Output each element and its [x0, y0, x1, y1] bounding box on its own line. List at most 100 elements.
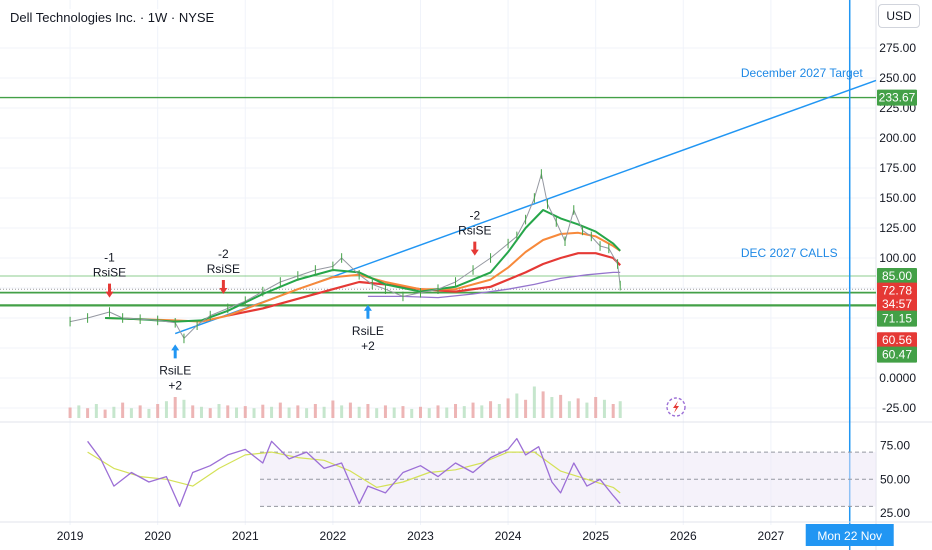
volume-bar [156, 404, 160, 418]
signal-label: RsiSE [207, 262, 240, 276]
volume-bar [340, 405, 344, 418]
price-label-text: 85.00 [882, 269, 912, 283]
volume-bar [618, 401, 622, 418]
price-label-badge [877, 346, 917, 363]
volume-bar [506, 398, 510, 418]
volume-bar [550, 397, 554, 418]
volume-bar [226, 405, 230, 418]
price-label-text: 60.56 [882, 333, 912, 347]
price-label-text: 233.67 [879, 91, 916, 105]
volume-bar [243, 406, 247, 418]
volume-bar [567, 401, 571, 418]
price-axis-tick: 150.00 [879, 191, 916, 205]
price-label-badge [877, 268, 917, 284]
time-axis-tick: 2021 [232, 529, 259, 543]
price-axis-tick: 250.00 [879, 71, 916, 85]
volume-bar [357, 406, 361, 418]
volume-bar [217, 404, 221, 418]
price-axis-tick: 200.00 [879, 131, 916, 145]
time-axis-tick: 2019 [57, 529, 84, 543]
volume-bar [173, 397, 177, 418]
volume-bar [129, 408, 133, 418]
price-axis-tick: 100.00 [879, 251, 916, 265]
volume-bar [121, 402, 125, 418]
price-axis-tick: 0.0000 [879, 371, 916, 385]
price-label-badge [877, 310, 917, 327]
date-label-text: Mon 22 Nov [817, 529, 882, 543]
time-axis-tick: 2023 [407, 529, 434, 543]
price-label-badge [877, 89, 917, 106]
volume-bar [164, 401, 168, 418]
price-line [69, 173, 621, 339]
volume-bar [366, 404, 370, 418]
signal-label: RsiSE [458, 224, 491, 238]
volume-bar [611, 404, 615, 418]
lightning-bolt-icon [673, 401, 679, 413]
volume-bar [313, 404, 317, 418]
volume-bar [462, 406, 466, 418]
rsi-signal-line [87, 451, 621, 494]
volume-bar [322, 406, 326, 418]
volume-bar [199, 406, 203, 418]
price-label-badge [877, 332, 917, 349]
volume-bar [182, 399, 186, 418]
price-label-badge [877, 282, 917, 299]
volume-bar [94, 404, 98, 418]
volume-bar [401, 406, 405, 418]
currency-selector-button[interactable]: USD [878, 4, 920, 28]
volume-bar [103, 409, 107, 418]
sell-signal-arrow-icon [470, 241, 479, 256]
volume-bar [138, 405, 142, 418]
signal-label: +2 [168, 378, 182, 392]
volume-bar [375, 408, 379, 418]
price-label-text: 34:57 [882, 297, 912, 311]
chart-annotation: DEC 2027 CALLS [741, 246, 838, 260]
price-label-text: 72.78 [882, 284, 912, 298]
volume-bar [383, 405, 387, 418]
volume-bar [261, 404, 265, 418]
volume-bar [454, 404, 458, 418]
volume-bar [427, 408, 431, 418]
volume-bar [270, 406, 274, 418]
price-axis-tick: 175.00 [879, 161, 916, 175]
rsi-axis-tick: 75.00 [880, 438, 910, 452]
chart-title: Dell Technologies Inc. · 1W · NYSE [8, 9, 217, 26]
volume-bar [287, 407, 291, 418]
volume-bar [532, 386, 536, 418]
volume-bar [524, 399, 528, 418]
rsi-axis-tick: 25.00 [880, 506, 910, 520]
volume-bar [515, 393, 519, 418]
rsi-axis-tick: 50.00 [880, 472, 910, 486]
volume-bar [559, 394, 563, 418]
volume-bar [208, 408, 212, 418]
price-axis-tick: 125.00 [879, 221, 916, 235]
volume-bar [541, 391, 545, 418]
buy-signal-arrow-icon [171, 344, 180, 359]
volume-bar [471, 402, 475, 418]
volume-bar [594, 397, 598, 418]
volume-bar [585, 402, 589, 418]
signal-label: RsiLE [159, 363, 191, 377]
time-axis-tick: 2020 [144, 529, 171, 543]
volume-bar [191, 405, 195, 418]
time-axis-tick: 2027 [758, 529, 785, 543]
price-axis-tick: -25.00 [882, 401, 916, 415]
volume-bar [235, 407, 239, 418]
volume-bar [296, 405, 300, 418]
volume-bar [305, 408, 309, 418]
volume-bar [68, 407, 72, 418]
price-label-text: 60.47 [882, 348, 912, 362]
signal-label: +2 [361, 339, 375, 353]
volume-bar [576, 398, 580, 418]
volume-bar [497, 404, 501, 418]
volume-bar [278, 402, 282, 418]
volume-bar [436, 405, 440, 418]
price-label-text: 71.15 [882, 312, 912, 326]
time-axis-tick: 2026 [670, 529, 697, 543]
price-label-badge [877, 296, 917, 313]
time-axis-tick: 2024 [495, 529, 522, 543]
price-axis-tick: 275.00 [879, 41, 916, 55]
ema_slow-line [227, 252, 621, 317]
volume-bar [602, 399, 606, 418]
volume-bar [112, 406, 116, 418]
